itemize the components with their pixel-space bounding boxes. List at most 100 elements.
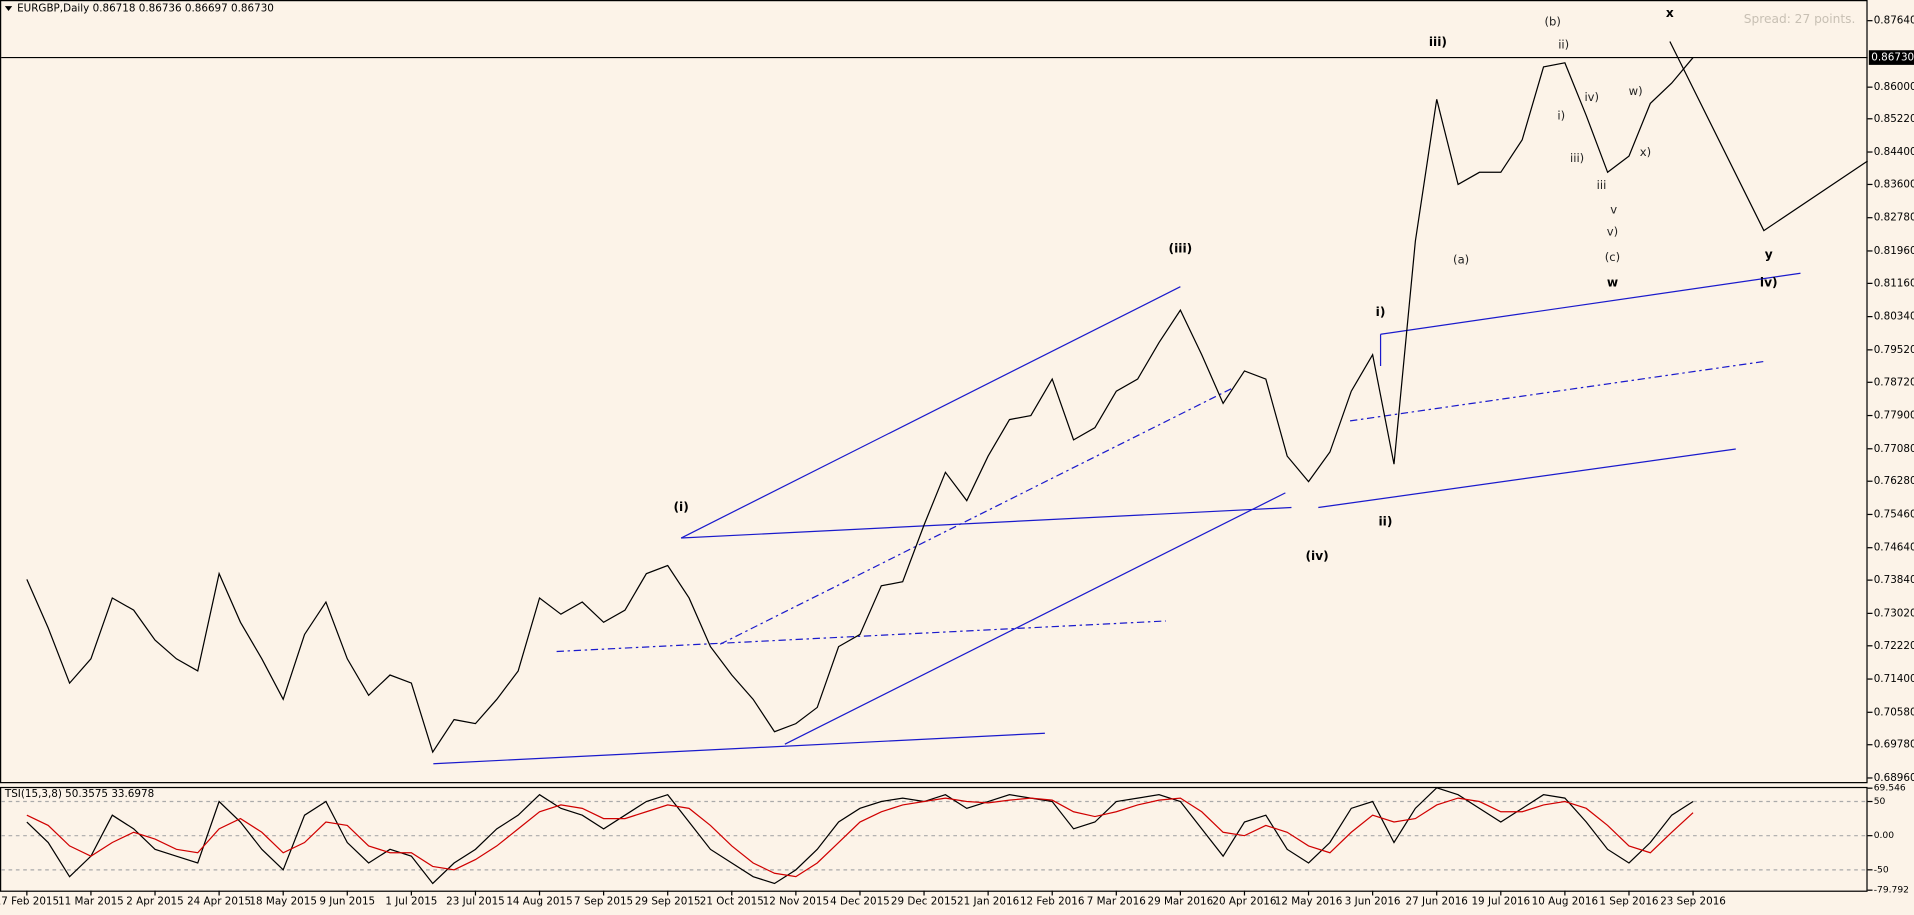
current-price-label: 0.86730 — [1871, 52, 1914, 64]
y-tick-label: 0.79520 — [1874, 344, 1914, 356]
x-tick-label: 18 May 2015 — [249, 896, 317, 908]
series-line — [26, 797, 1694, 878]
y-tick-label: 0.73020 — [1874, 607, 1914, 619]
trendline — [1349, 360, 1767, 422]
wave-label: (iii) — [1169, 241, 1193, 255]
y-tick-label: 0.69780 — [1874, 739, 1914, 751]
trendlines — [433, 41, 1868, 765]
x-tick-label: 29 Mar 2016 — [1148, 896, 1214, 908]
x-tick-label: 14 Aug 2015 — [506, 896, 572, 908]
wave-label: iv) — [1760, 276, 1778, 290]
trendline — [1318, 448, 1736, 509]
spread: Spread: 27 points. — [1744, 12, 1856, 26]
x-tick-label: 12 May 2016 — [1275, 896, 1343, 908]
x-tick-label: 1 Jul 2015 — [385, 896, 437, 908]
trendline — [556, 620, 1166, 653]
x-tick-label: 2 Apr 2015 — [126, 896, 183, 908]
y-tick-label: 0.75460 — [1874, 508, 1914, 520]
trendline — [680, 286, 1181, 539]
tsi-title: TSI(15,3,8) 50.3575 33.6978 — [4, 788, 154, 800]
trendline — [681, 506, 1292, 539]
y-tick-label: 0.77900 — [1874, 410, 1914, 422]
current-price-box — [1868, 50, 1914, 65]
wave-label: i) — [1557, 108, 1565, 122]
x-tick-label: 17 Feb 2015 — [0, 896, 59, 908]
x-tick-label: 7 Sep 2015 — [574, 896, 633, 908]
y-tick-label: -50 — [1874, 865, 1889, 875]
x-tick-label: 23 Sep 2016 — [1660, 896, 1726, 908]
projection — [1669, 41, 1868, 232]
wave-label: x — [1666, 6, 1674, 20]
wave-label: iii — [1597, 178, 1607, 192]
wave-label: (a) — [1453, 252, 1469, 266]
x-tick-label: 3 Jun 2016 — [1345, 896, 1401, 908]
wave-label: v) — [1607, 224, 1618, 238]
wave-label: x) — [1640, 145, 1651, 159]
x-tick-label: 7 Mar 2016 — [1087, 896, 1146, 908]
trendline — [719, 387, 1234, 645]
x-tick-label: 23 Jul 2015 — [446, 896, 505, 908]
y-tick-label: 0.00 — [1874, 831, 1895, 841]
y-tick-label: -79.792 — [1874, 886, 1909, 896]
y-tick-label: 0.84400 — [1874, 146, 1914, 158]
y-tick-label: 50 — [1874, 797, 1886, 807]
x-tick-label: 29 Sep 2015 — [635, 896, 701, 908]
x-tick-label: 9 Jun 2015 — [319, 896, 375, 908]
y-tick-label: 0.68960 — [1874, 772, 1914, 784]
y-tick-label: 0.82780 — [1874, 212, 1914, 224]
y-tick-label: 0.77080 — [1874, 443, 1914, 455]
y-tick-label: 0.85220 — [1874, 113, 1914, 125]
x-tick-label: 11 Mar 2015 — [58, 896, 124, 908]
wave-label: iii) — [1429, 35, 1447, 49]
menu-arrow — [4, 6, 13, 11]
y-tick-label: 0.76280 — [1874, 475, 1914, 487]
wave-label: iv) — [1584, 90, 1599, 104]
x-tick-label: 20 Apr 2016 — [1212, 896, 1276, 908]
wave-label: v — [1610, 202, 1617, 216]
x-tick-label: 29 Dec 2015 — [891, 896, 957, 908]
wave-label: ii) — [1558, 38, 1569, 52]
y-tick-label: 0.72220 — [1874, 640, 1914, 652]
x-tick-label: 1 Sep 2016 — [1599, 896, 1658, 908]
y-tick-label: 69.546 — [1874, 784, 1906, 794]
tsi-frame — [0, 786, 1868, 892]
x-tick-label: 4 Dec 2015 — [830, 896, 890, 908]
wave-label: (i) — [673, 500, 688, 514]
y-tick-label: 0.73840 — [1874, 574, 1914, 586]
x-tick-label: 12 Feb 2016 — [1020, 896, 1085, 908]
y-tick-label: 0.86000 — [1874, 81, 1914, 93]
chart-title: EURGBP,Daily 0.86718 0.86736 0.86697 0.8… — [17, 3, 274, 15]
trendline — [784, 492, 1286, 745]
x-tick-label: 21 Oct 2015 — [700, 896, 764, 908]
wave-label: iii) — [1570, 151, 1584, 165]
trendline — [1380, 272, 1801, 335]
x-tick-label: 10 Aug 2016 — [1532, 896, 1598, 908]
wave-label: (b) — [1544, 14, 1560, 28]
x-tick-label: 19 Jul 2016 — [1471, 896, 1530, 908]
x-tick-label: 27 Jun 2016 — [1406, 896, 1468, 908]
wave-label: w — [1607, 276, 1618, 290]
y-tick-label: 0.83600 — [1874, 178, 1914, 190]
wave-label: (iv) — [1305, 549, 1328, 563]
y-tick-label: 0.74640 — [1874, 542, 1914, 554]
wave-label: (c) — [1605, 250, 1620, 264]
series-line — [26, 787, 1694, 885]
y-tick-label: 0.80340 — [1874, 311, 1914, 323]
x-tick-label: 21 Jan 2016 — [957, 896, 1019, 908]
y-tick-label: 0.78720 — [1874, 376, 1914, 388]
wave-label: y — [1765, 247, 1773, 261]
y-tick-label: 0.70580 — [1874, 706, 1914, 718]
series-line — [26, 57, 1694, 754]
wave-label: i) — [1376, 305, 1386, 319]
y-tick-label: 0.87640 — [1874, 15, 1914, 27]
wave-label: ii) — [1378, 515, 1392, 529]
y-tick-label: 0.81160 — [1874, 277, 1914, 289]
trendline — [433, 732, 1045, 765]
y-tick-label: 0.81960 — [1874, 245, 1914, 257]
x-tick-label: 24 Apr 2015 — [187, 896, 251, 908]
wave-label: w) — [1629, 84, 1643, 98]
x-tick-label: 12 Nov 2015 — [763, 896, 829, 908]
y-tick-label: 0.71400 — [1874, 673, 1914, 685]
